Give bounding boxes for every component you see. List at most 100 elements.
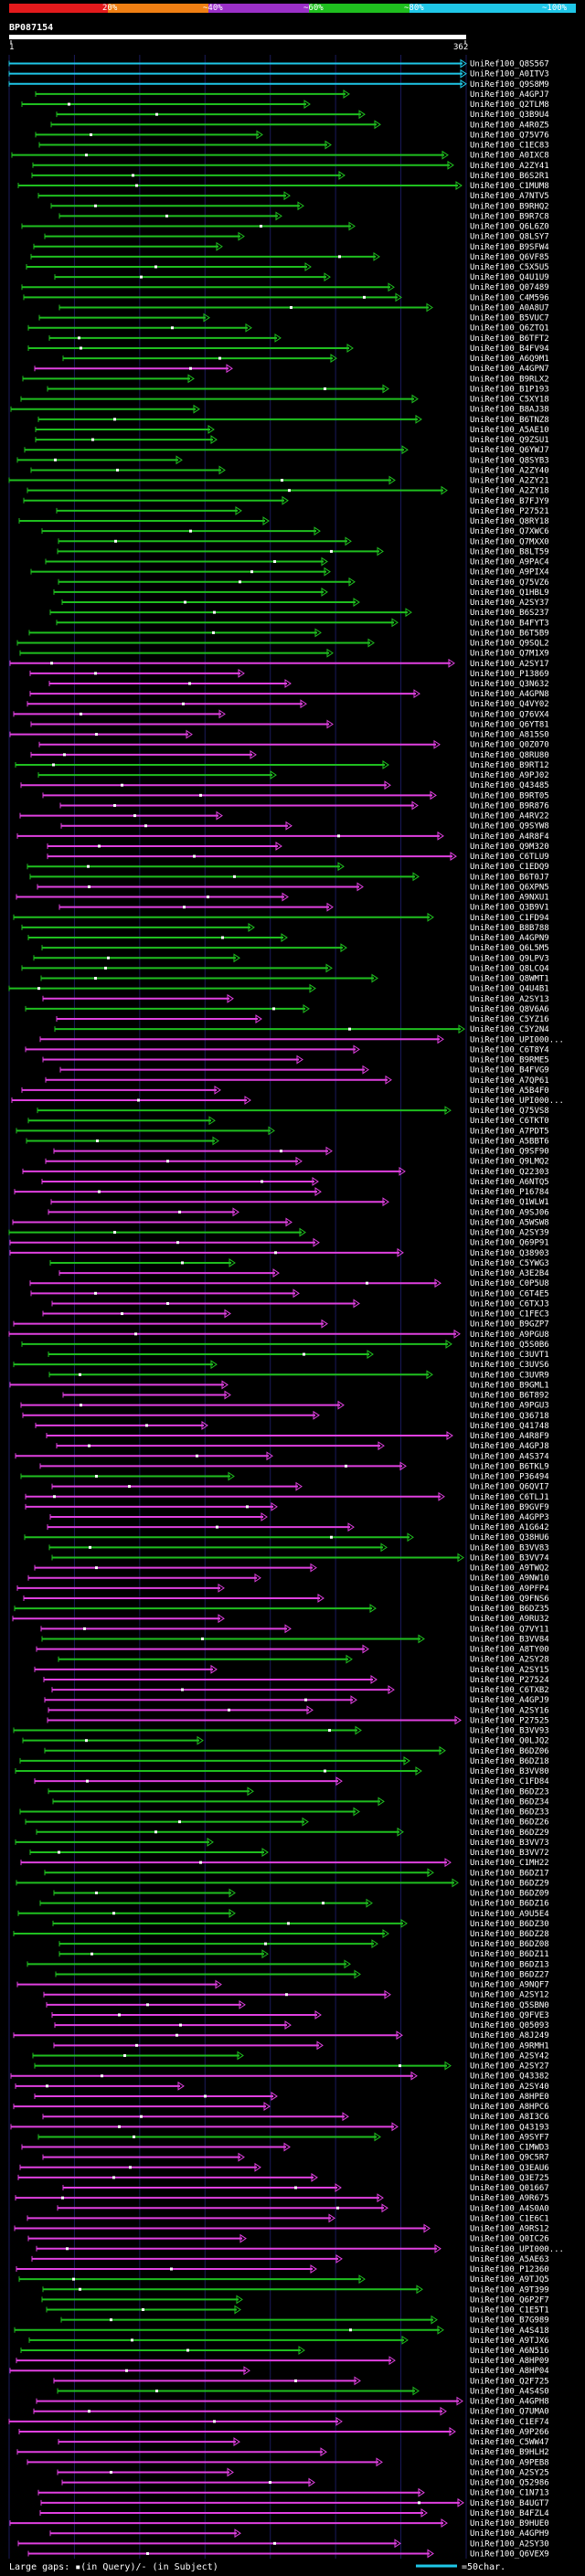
hit-label[interactable]: UniRef100_Q9LPV3 <box>470 954 549 963</box>
hit-label[interactable]: UniRef100_Q8LCQ4 <box>470 964 549 973</box>
hit-label[interactable]: UniRef100_Q07489 <box>470 283 549 292</box>
hit-label[interactable]: UniRef100_A8HPE0 <box>470 2093 549 2102</box>
hit-label[interactable]: UniRef100_Q6VF85 <box>470 253 549 262</box>
hit-label[interactable]: UniRef100_Q43382 <box>470 2072 549 2082</box>
hit-label[interactable]: UniRef100_A4R8F9 <box>470 1432 549 1441</box>
hit-label[interactable]: UniRef100_A4R0Z5 <box>470 121 549 130</box>
hit-label[interactable]: UniRef100_B9GML1 <box>470 1381 549 1390</box>
hit-label[interactable]: UniRef100_B6DZ35 <box>470 1605 549 1614</box>
hit-label[interactable]: UniRef100_C1EC83 <box>470 142 549 151</box>
hit-label[interactable]: UniRef100_Q9M320 <box>470 843 549 852</box>
hit-label[interactable]: UniRef100_C6TXJ3 <box>470 1299 549 1309</box>
hit-label[interactable]: UniRef100_A7PDT5 <box>470 1127 549 1136</box>
hit-label[interactable]: UniRef100_A4GPN7 <box>470 365 549 374</box>
hit-label[interactable]: UniRef100_A9NQF7 <box>470 1981 549 1990</box>
hit-label[interactable]: UniRef100_A2SY16 <box>470 1706 549 1715</box>
hit-label[interactable]: UniRef100_C1EF74 <box>470 2418 549 2427</box>
hit-label[interactable]: UniRef100_Q9FVE3 <box>470 2011 549 2020</box>
hit-label[interactable]: UniRef100_Q7VY11 <box>470 1625 549 1634</box>
hit-label[interactable]: UniRef100_Q8SYB3 <box>470 456 549 465</box>
hit-label[interactable]: UniRef100_B3VV73 <box>470 1839 549 1848</box>
hit-label[interactable]: UniRef100_B6TFT2 <box>470 334 549 344</box>
hit-label[interactable]: UniRef100_B6DZ18 <box>470 1757 549 1766</box>
hit-label[interactable]: UniRef100_B3VV72 <box>470 1849 549 1858</box>
hit-label[interactable]: UniRef100_A8TY00 <box>470 1646 549 1655</box>
hit-label[interactable]: UniRef100_A2SY42 <box>470 2051 549 2061</box>
hit-label[interactable]: UniRef100_A2SY28 <box>470 1656 549 1665</box>
hit-label[interactable]: UniRef100_B4FYT3 <box>470 619 549 628</box>
hit-label[interactable]: UniRef100_B9RME5 <box>470 1056 549 1065</box>
hit-label[interactable]: UniRef100_B9RLX2 <box>470 375 549 384</box>
hit-label[interactable]: UniRef100_A9PJ02 <box>470 771 549 780</box>
hit-label[interactable]: UniRef100_A9TWQ2 <box>470 1564 549 1574</box>
hit-label[interactable]: UniRef100_C5XY18 <box>470 396 549 405</box>
hit-label[interactable]: UniRef100_Q75V76 <box>470 131 549 140</box>
hit-label[interactable]: UniRef100_Q9SQL2 <box>470 640 549 649</box>
hit-label[interactable]: UniRef100_Q0Z070 <box>470 741 549 750</box>
hit-label[interactable]: UniRef100_A8I3C6 <box>470 2113 549 2122</box>
hit-label[interactable]: UniRef100_A8HPC6 <box>470 2103 549 2112</box>
hit-label[interactable]: UniRef100_B6DZ28 <box>470 1930 549 1939</box>
hit-label[interactable]: UniRef100_Q6YT81 <box>470 720 549 729</box>
hit-label[interactable]: UniRef100_A9R675 <box>470 2194 549 2203</box>
hit-label[interactable]: UniRef100_B6DZ08 <box>470 1940 549 1949</box>
hit-label[interactable]: UniRef100_B3VV93 <box>470 1727 549 1736</box>
hit-label[interactable]: UniRef100_P16784 <box>470 1188 549 1197</box>
hit-label[interactable]: UniRef100_B6DZ11 <box>470 1950 549 1959</box>
hit-label[interactable]: UniRef100_Q8RU80 <box>470 751 549 760</box>
hit-label[interactable]: UniRef100_B1P193 <box>470 385 549 394</box>
hit-label[interactable]: UniRef100_A4R8F4 <box>470 832 549 842</box>
hit-label[interactable]: UniRef100_B4FV94 <box>470 345 549 354</box>
hit-label[interactable]: UniRef100_C1FD84 <box>470 1777 549 1786</box>
hit-label[interactable]: UniRef100_A4GPH9 <box>470 2529 549 2539</box>
hit-label[interactable]: UniRef100_B6DZ34 <box>470 1797 549 1807</box>
hit-label[interactable]: UniRef100_B6DZ16 <box>470 1900 549 1909</box>
hit-label[interactable]: UniRef100_A5BBT6 <box>470 1137 549 1146</box>
hit-label[interactable]: UniRef100_P27525 <box>470 1716 549 1725</box>
hit-label[interactable]: UniRef100_B7FJY9 <box>470 497 549 506</box>
hit-label[interactable]: UniRef100_Q38HU6 <box>470 1533 549 1542</box>
hit-label[interactable]: UniRef100_Q8LSY7 <box>470 233 549 242</box>
hit-label[interactable]: UniRef100_Q36718 <box>470 1412 549 1421</box>
hit-label[interactable]: UniRef100_C5Y2N4 <box>470 1025 549 1034</box>
hit-label[interactable]: UniRef100_Q22303 <box>470 1168 549 1177</box>
hit-label[interactable]: UniRef100_C6T8Y4 <box>470 1045 549 1055</box>
hit-label[interactable]: UniRef100_C1EDQ9 <box>470 863 549 872</box>
hit-label[interactable]: UniRef100_B4FVG9 <box>470 1066 549 1076</box>
hit-label[interactable]: UniRef100_Q8RY18 <box>470 517 549 526</box>
hit-label[interactable]: UniRef100_C3UVS6 <box>470 1361 549 1370</box>
hit-label[interactable]: UniRef100_A3E2B4 <box>470 1269 549 1278</box>
hit-label[interactable]: UniRef100_B6S237 <box>470 609 549 618</box>
hit-label[interactable]: UniRef100_A2ZY21 <box>470 477 549 486</box>
hit-label[interactable]: UniRef100_B6DZ17 <box>470 1869 549 1878</box>
hit-label[interactable]: UniRef100_A2SY25 <box>470 2468 549 2477</box>
hit-label[interactable]: UniRef100_Q7XWC6 <box>470 527 549 536</box>
hit-label[interactable]: UniRef100_Q9FNS6 <box>470 1595 549 1604</box>
hit-label[interactable]: UniRef100_A2SY27 <box>470 2062 549 2072</box>
hit-label[interactable]: UniRef100_C1N713 <box>470 2489 549 2498</box>
hit-label[interactable]: UniRef100_A4GPN9 <box>470 934 549 943</box>
hit-label[interactable]: UniRef100_Q75VZ6 <box>470 578 549 588</box>
hit-label[interactable]: UniRef100_C6TKT0 <box>470 1117 549 1126</box>
hit-label[interactable]: UniRef100_A2SY15 <box>470 1666 549 1675</box>
hit-label[interactable]: UniRef100_A2ZY41 <box>470 162 549 171</box>
hit-label[interactable]: UniRef100_A8J249 <box>470 2031 549 2041</box>
hit-label[interactable]: UniRef100_C1E5T1 <box>470 2306 549 2316</box>
hit-label[interactable]: UniRef100_B9R876 <box>470 801 549 811</box>
hit-label[interactable]: UniRef100_B3VV84 <box>470 1635 549 1644</box>
hit-label[interactable]: UniRef100_Q6P2F7 <box>470 2295 549 2305</box>
hit-label[interactable]: UniRef100_C5YWG3 <box>470 1259 549 1268</box>
hit-label[interactable]: UniRef100_P36494 <box>470 1473 549 1482</box>
hit-label[interactable]: UniRef100_Q43193 <box>470 2123 549 2132</box>
hit-label[interactable]: UniRef100_Q3B9V1 <box>470 904 549 913</box>
hit-label[interactable]: UniRef100_C3UVR9 <box>470 1371 549 1380</box>
hit-label[interactable]: UniRef100_P12360 <box>470 2265 549 2274</box>
hit-label[interactable]: UniRef100_B4UGT7 <box>470 2499 549 2508</box>
hit-label[interactable]: UniRef100_P13869 <box>470 670 549 679</box>
hit-label[interactable]: UniRef100_Q7M1X9 <box>470 650 549 659</box>
hit-label[interactable]: UniRef100_A9RU32 <box>470 1615 549 1624</box>
hit-label[interactable]: UniRef100_Q6VEX9 <box>470 2549 549 2559</box>
hit-label[interactable]: UniRef100_Q41748 <box>470 1422 549 1431</box>
hit-label[interactable]: UniRef100_Q9S8M9 <box>470 80 549 90</box>
hit-label[interactable]: UniRef100_B6T892 <box>470 1392 549 1401</box>
